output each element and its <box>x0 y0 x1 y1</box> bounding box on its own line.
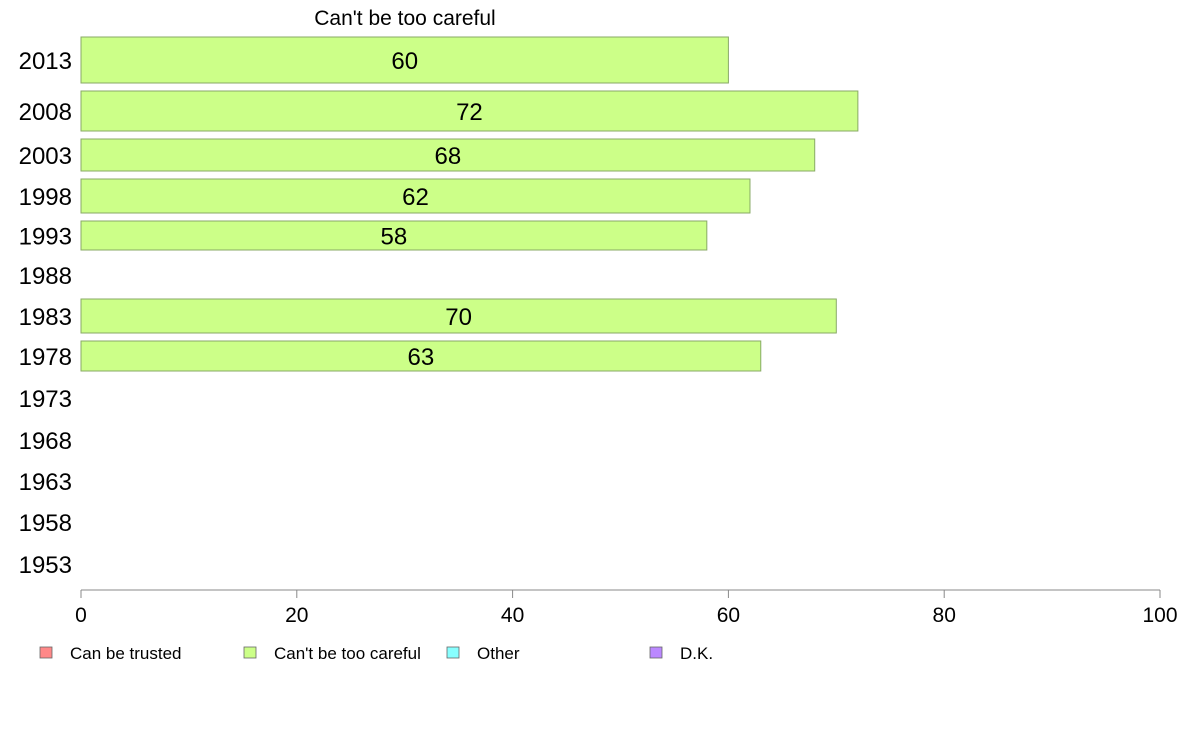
data-label-2013: 60 <box>391 48 418 75</box>
y-tick-label-1958: 1958 <box>19 510 72 537</box>
data-label-2003: 68 <box>435 143 462 170</box>
x-tick-label-40: 40 <box>501 604 524 627</box>
y-tick-label-1953: 1953 <box>19 552 72 579</box>
y-tick-label-1983: 1983 <box>19 304 72 331</box>
bar-2003 <box>80 138 816 172</box>
x-tick-label-60: 60 <box>717 604 740 627</box>
bar-2013 <box>80 36 729 84</box>
bar-1978 <box>80 340 762 372</box>
y-tick-label-2013: 2013 <box>19 48 72 75</box>
data-label-1978: 63 <box>408 344 435 371</box>
y-tick-label-1988: 1988 <box>19 263 72 290</box>
x-tick-label-80: 80 <box>933 604 956 627</box>
legend-swatch-3 <box>649 646 663 659</box>
legend-swatch-1 <box>243 646 257 659</box>
y-tick-label-1968: 1968 <box>19 428 72 455</box>
x-axis: 0 20 40 60 80 100 <box>75 589 1178 627</box>
bar-1993 <box>80 220 708 251</box>
y-tick-label-1998: 1998 <box>19 184 72 211</box>
bar-1998 <box>80 178 751 214</box>
y-tick-label-2008: 2008 <box>19 99 72 126</box>
bar-1983 <box>80 298 837 334</box>
y-tick-label-2003: 2003 <box>19 143 72 170</box>
bar-2008 <box>80 90 859 132</box>
x-tick-label-100: 100 <box>1142 604 1177 627</box>
x-tick-label-0: 0 <box>75 604 87 627</box>
legend-label-2: Other <box>477 644 520 663</box>
y-tick-label-1963: 1963 <box>19 469 72 496</box>
legend-swatch-2 <box>446 646 460 659</box>
legend-label-1: Can't be too careful <box>274 644 421 663</box>
data-label-1993: 58 <box>381 224 408 251</box>
data-label-2008: 72 <box>456 99 483 126</box>
y-tick-label-1973: 1973 <box>19 386 72 413</box>
x-tick-label-20: 20 <box>285 604 308 627</box>
data-label-1983: 70 <box>445 304 472 331</box>
chart-title: Can't be too careful <box>314 7 495 30</box>
legend-label-0: Can be trusted <box>70 644 182 663</box>
y-tick-label-1978: 1978 <box>19 344 72 371</box>
legend: Can be trusted Can't be too careful Other D… <box>39 644 713 663</box>
legend-swatch-0 <box>39 646 53 659</box>
y-axis-labels: 2013 2008 2003 1998 1993 1988 1983 1978 1973 1968… <box>19 48 72 579</box>
y-tick-label-1993: 1993 <box>19 224 72 251</box>
legend-label-3: D.K. <box>680 644 713 663</box>
data-label-1998: 62 <box>402 184 429 211</box>
